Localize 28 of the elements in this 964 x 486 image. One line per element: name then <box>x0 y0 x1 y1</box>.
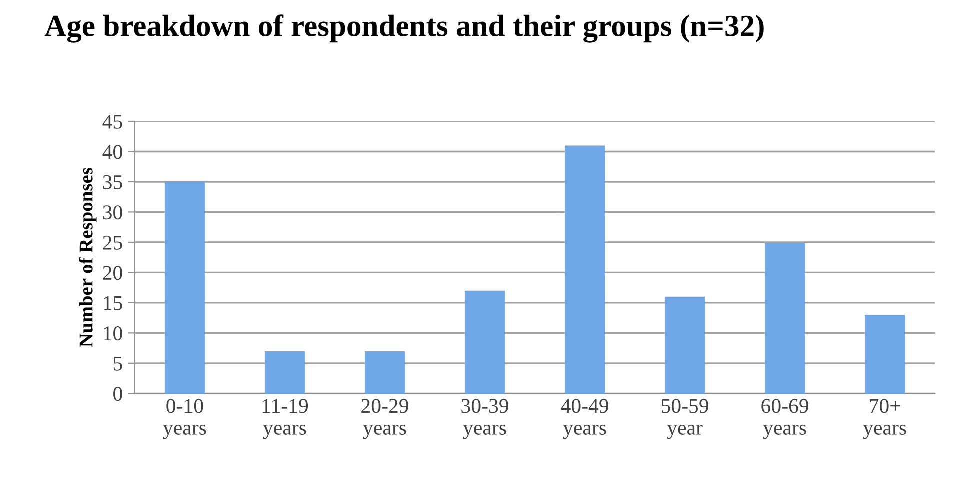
bar <box>164 182 205 394</box>
bar <box>865 315 906 394</box>
bar <box>665 296 706 394</box>
x-tick-label: 60-69 years <box>762 399 809 440</box>
bar <box>565 146 606 394</box>
bar <box>765 242 806 394</box>
y-tick-label: 35 <box>103 175 122 190</box>
x-tick-label: 40-49 years <box>561 399 608 440</box>
x-tick-label: 11-19 years <box>262 399 308 440</box>
y-tick-label: 25 <box>103 236 122 250</box>
y-tick-label: 45 <box>102 115 122 129</box>
bar <box>364 351 405 394</box>
x-tick-label: 70+ years <box>863 399 906 440</box>
x-tick-label: 20-29 years <box>362 399 408 440</box>
y-axis-title: Number of Responses <box>78 168 97 348</box>
chart-title: Age breakdown of respondents and their groups (n=32) <box>44 14 764 43</box>
y-tick-label: 30 <box>103 206 122 220</box>
y-tick-label: 20 <box>103 266 122 280</box>
y-tick-label: 5 <box>114 357 122 371</box>
y-tick-label: 10 <box>104 326 122 341</box>
y-tick-label: 0 <box>114 387 122 402</box>
x-tick-label: 50-59 year <box>662 399 708 440</box>
x-tick-label: 0-10 years <box>163 399 206 440</box>
bar <box>264 351 305 394</box>
y-tick-label: 15 <box>104 296 122 310</box>
x-tick-label: 30-39 years <box>462 399 508 440</box>
y-tick-label: 40 <box>102 145 122 160</box>
bar <box>465 290 506 394</box>
